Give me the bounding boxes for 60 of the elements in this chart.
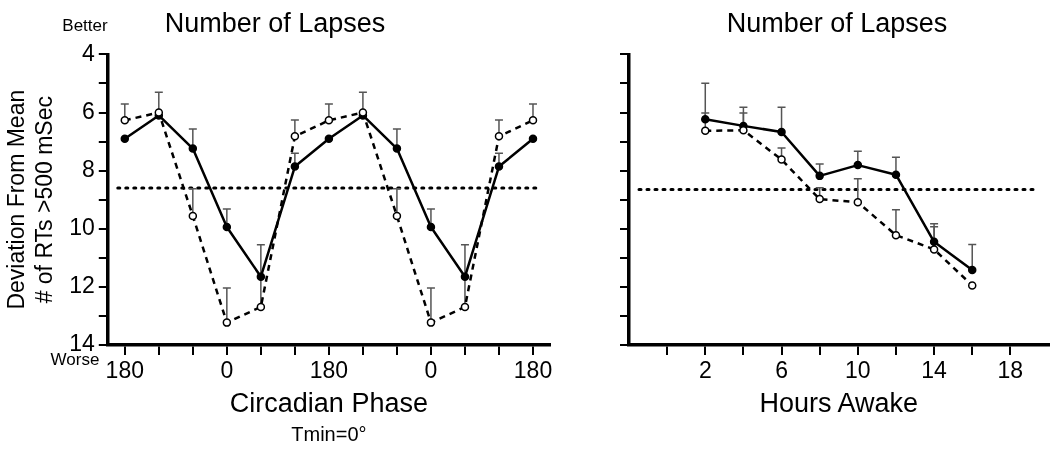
text: Tmin=0° [291,422,367,445]
point [853,198,863,207]
point [222,222,232,232]
x-axis-title: Hours Awake [759,388,919,419]
x-axis-title: Circadian Phase [229,388,428,419]
point [120,134,130,143]
point [739,126,748,135]
y-tick-label: 14 [69,330,95,357]
x-tick-label: 2 [698,357,712,384]
point [815,171,824,181]
x-tick-label: 180 [513,357,553,384]
point [494,162,504,171]
point [324,134,334,143]
point [256,272,266,281]
point [777,155,786,164]
y-tick-label: 6 [81,97,95,124]
point [120,116,130,125]
point [891,230,901,240]
point [967,281,977,290]
point [701,114,710,124]
chart-title: Number of Lapses [164,7,386,38]
point [891,170,901,179]
point [426,318,436,327]
y-tick-label: 12 [69,272,95,299]
point [188,211,198,221]
x-tick-label: 10 [845,357,871,384]
point [528,116,538,125]
point [392,211,402,221]
text: Better [62,15,109,35]
point [777,127,786,137]
point [290,132,300,141]
point [528,134,538,143]
point [929,237,939,247]
x-tick-label: 6 [775,357,788,384]
point [815,194,824,204]
point [222,318,232,327]
point [188,144,198,153]
x-tick-label: 180 [105,357,144,384]
x-tick-label: 0 [424,357,438,384]
point [392,144,402,153]
point [494,132,504,141]
point [324,116,334,125]
y-tick-label: 4 [81,39,95,66]
point [967,265,977,275]
point [290,162,300,171]
point [460,272,470,281]
y-tick-label: 8 [81,155,95,182]
point [701,126,710,136]
x-tick-label: 180 [309,357,349,384]
chart-title: Number of Lapses [726,7,948,38]
point [929,245,939,254]
y-axis-title: Deviation From Mean # of RTs >500 mSec [3,89,57,310]
x-tick-label: 0 [220,357,234,384]
y-tick-label: 10 [69,214,95,241]
x-tick-label: 18 [997,357,1024,384]
point [426,222,436,232]
point [853,160,863,170]
x-tick-label: 14 [921,357,948,384]
point [460,302,470,312]
point [256,302,266,312]
